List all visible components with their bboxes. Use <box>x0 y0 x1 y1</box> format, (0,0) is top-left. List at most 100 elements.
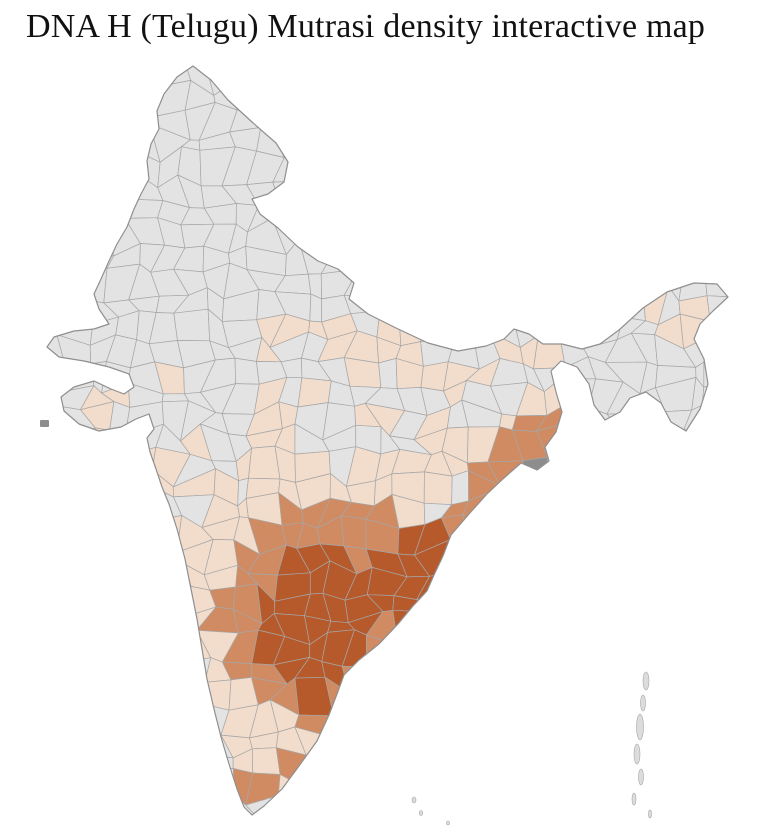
district[interactable] <box>81 796 119 824</box>
district[interactable] <box>542 128 576 157</box>
district[interactable] <box>585 729 620 757</box>
district[interactable] <box>683 608 708 645</box>
district[interactable] <box>708 59 732 88</box>
district[interactable] <box>154 732 190 754</box>
district[interactable] <box>106 774 131 809</box>
district[interactable] <box>469 315 490 350</box>
district[interactable] <box>490 776 528 807</box>
district[interactable] <box>703 422 730 459</box>
district[interactable] <box>309 293 323 323</box>
district[interactable] <box>641 261 669 298</box>
district[interactable] <box>689 199 716 234</box>
district[interactable] <box>295 795 328 826</box>
district[interactable] <box>686 561 713 600</box>
district[interactable] <box>654 771 680 798</box>
district[interactable] <box>397 222 421 251</box>
district[interactable] <box>607 151 648 172</box>
district[interactable] <box>106 687 144 707</box>
district[interactable] <box>42 149 72 186</box>
district[interactable] <box>484 256 516 275</box>
district[interactable] <box>586 151 615 182</box>
district[interactable] <box>129 792 161 830</box>
district[interactable] <box>706 728 728 752</box>
district[interactable] <box>613 48 635 60</box>
district[interactable] <box>682 702 707 736</box>
district[interactable] <box>682 728 715 752</box>
district[interactable] <box>113 562 140 598</box>
district[interactable] <box>616 496 639 524</box>
district[interactable] <box>667 699 684 736</box>
district[interactable] <box>374 791 401 816</box>
district[interactable] <box>125 774 167 802</box>
district[interactable] <box>58 193 90 226</box>
district[interactable] <box>325 103 354 141</box>
district[interactable] <box>485 285 527 321</box>
district[interactable] <box>111 101 129 125</box>
district[interactable] <box>105 723 130 763</box>
district[interactable] <box>582 587 621 620</box>
district[interactable] <box>419 249 448 278</box>
district[interactable] <box>129 706 155 733</box>
district[interactable] <box>464 686 496 715</box>
district[interactable] <box>30 596 72 618</box>
district[interactable] <box>270 59 312 95</box>
district[interactable] <box>677 796 714 816</box>
district[interactable] <box>588 428 620 461</box>
district[interactable] <box>415 55 455 96</box>
district[interactable] <box>655 155 685 181</box>
district[interactable] <box>703 360 736 388</box>
district[interactable] <box>683 428 710 459</box>
district[interactable] <box>116 515 135 551</box>
district[interactable] <box>440 653 476 694</box>
district[interactable] <box>546 540 576 565</box>
district[interactable] <box>461 790 495 825</box>
district[interactable] <box>732 492 758 524</box>
district[interactable] <box>544 514 576 549</box>
island[interactable] <box>642 671 650 691</box>
district[interactable] <box>153 676 193 714</box>
district[interactable] <box>658 108 697 128</box>
district[interactable] <box>91 783 112 809</box>
district[interactable] <box>521 652 547 688</box>
district[interactable] <box>710 198 743 234</box>
district[interactable] <box>730 57 768 86</box>
district[interactable] <box>541 177 566 212</box>
district[interactable] <box>514 563 548 597</box>
district[interactable] <box>739 807 758 825</box>
district[interactable] <box>494 78 525 116</box>
district[interactable] <box>375 192 402 230</box>
district[interactable] <box>632 570 669 587</box>
district[interactable] <box>446 247 465 279</box>
district[interactable] <box>104 496 137 520</box>
district[interactable] <box>84 702 108 737</box>
district[interactable] <box>608 618 637 648</box>
district[interactable] <box>584 610 615 641</box>
district[interactable] <box>52 107 84 141</box>
district[interactable] <box>86 155 119 186</box>
district[interactable] <box>729 126 757 161</box>
district[interactable] <box>89 518 120 552</box>
district[interactable] <box>488 686 523 715</box>
district[interactable] <box>104 473 137 510</box>
district[interactable] <box>464 606 496 641</box>
district[interactable] <box>248 445 281 480</box>
district[interactable] <box>11 219 48 254</box>
island[interactable] <box>636 713 644 741</box>
district[interactable] <box>125 723 156 749</box>
district[interactable] <box>446 790 465 818</box>
district[interactable] <box>462 514 502 556</box>
district[interactable] <box>161 393 189 403</box>
district[interactable] <box>559 471 601 500</box>
district[interactable] <box>581 471 618 499</box>
district[interactable] <box>560 378 597 408</box>
district[interactable] <box>152 544 185 565</box>
district[interactable] <box>77 468 116 499</box>
district[interactable] <box>652 631 689 671</box>
district[interactable] <box>562 228 594 257</box>
district[interactable] <box>56 796 93 824</box>
district[interactable] <box>533 333 566 370</box>
district[interactable] <box>301 84 333 118</box>
district[interactable] <box>153 706 193 739</box>
district[interactable] <box>647 228 671 253</box>
district[interactable] <box>52 760 94 786</box>
